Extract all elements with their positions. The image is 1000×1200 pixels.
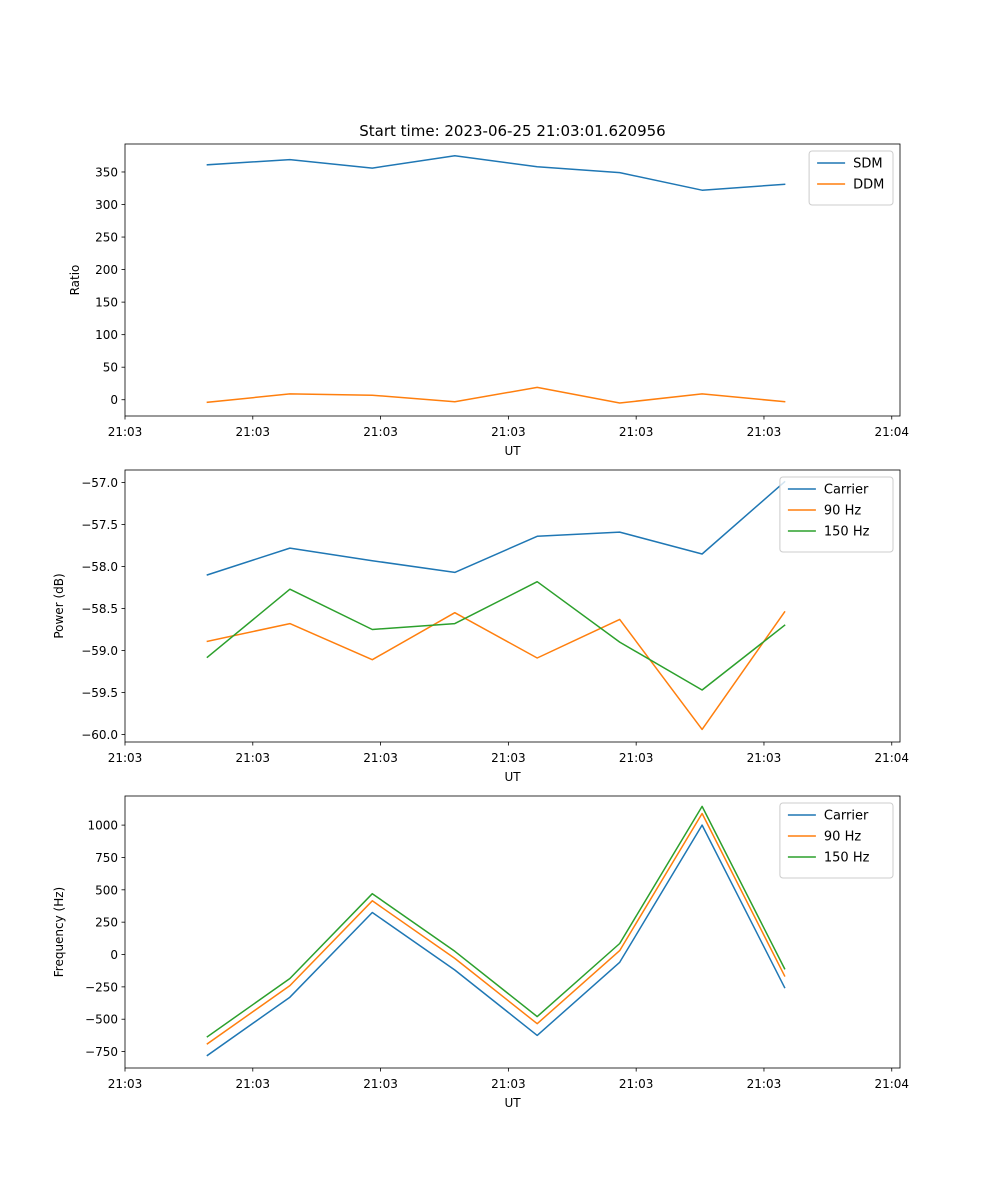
y-tick-label: −59.5 — [81, 686, 118, 700]
legend-box — [808, 150, 894, 206]
legend: Carrier 90 Hz 150 Hz — [779, 476, 894, 553]
x-tick-label: 21:03 — [235, 751, 270, 765]
y-tick-label: 0 — [110, 393, 118, 407]
series-line-90-hz — [206, 610, 786, 731]
series-line-sdm — [206, 154, 786, 191]
y-tick-label: 200 — [95, 263, 118, 277]
x-tick-label: 21:03 — [747, 1077, 782, 1091]
series-line-ddm — [206, 386, 786, 404]
series-line-150-hz — [206, 580, 786, 691]
x-tick-label: 21:03 — [747, 425, 782, 439]
legend-label: 90 Hz — [824, 830, 861, 845]
x-tick-label: 21:03 — [108, 425, 143, 439]
x-tick-label: 21:03 — [108, 751, 143, 765]
legend-label: 150 Hz — [824, 851, 870, 866]
x-axis-label: UT — [504, 1096, 521, 1110]
x-tick-label: 21:03 — [491, 425, 526, 439]
x-tick-label: 21:04 — [874, 751, 909, 765]
legend-box — [779, 802, 894, 879]
y-tick-label: 0 — [110, 948, 118, 962]
y-tick-label: 500 — [95, 883, 118, 897]
axes-frame — [124, 469, 901, 743]
x-tick-label: 21:03 — [108, 1077, 143, 1091]
x-tick-label: 21:04 — [874, 425, 909, 439]
chart-panel-1: 21:03 21:03 21:03 21:03 21:03 21:03 21:04 0 50 10… — [68, 143, 909, 458]
y-tick-label: −60.0 — [81, 728, 118, 742]
x-axis-label: UT — [504, 444, 521, 458]
y-tick-label: −250 — [85, 980, 118, 994]
x-tick-label: 21:03 — [235, 425, 270, 439]
y-tick-label: −58.0 — [81, 560, 118, 574]
y-axis-label: Power (dB) — [52, 573, 66, 638]
x-tick-label: 21:03 — [235, 1077, 270, 1091]
legend-label: Carrier — [824, 483, 869, 498]
x-tick-label: 21:03 — [363, 1077, 398, 1091]
y-tick-label: 150 — [95, 296, 118, 310]
y-tick-label: −58.5 — [81, 602, 118, 616]
axes-frame — [124, 143, 901, 417]
x-tick-label: 21:03 — [619, 1077, 654, 1091]
x-tick-label: 21:03 — [619, 751, 654, 765]
y-tick-label: 250 — [95, 231, 118, 245]
y-axis-label: Ratio — [68, 265, 82, 296]
legend-label: DDM — [853, 178, 884, 193]
y-tick-label: 750 — [95, 851, 118, 865]
x-tick-label: 21:03 — [491, 1077, 526, 1091]
figure-title: Start time: 2023-06-25 21:03:01.620956 — [359, 122, 665, 140]
legend-label: 90 Hz — [824, 504, 861, 519]
y-tick-label: −500 — [85, 1013, 118, 1027]
y-axis-label: Frequency (Hz) — [52, 887, 66, 978]
legend-label: 150 Hz — [824, 525, 870, 540]
chart-panel-3: 21:03 21:03 21:03 21:03 21:03 21:03 21:04 −750 −… — [52, 795, 909, 1110]
series-line-carrier — [206, 480, 786, 576]
x-tick-label: 21:03 — [491, 751, 526, 765]
legend: SDM DDM — [808, 150, 894, 206]
x-axis-label: UT — [504, 770, 521, 784]
x-tick-label: 21:03 — [363, 751, 398, 765]
series-line-90-hz — [206, 812, 786, 1045]
x-tick-label: 21:03 — [363, 425, 398, 439]
y-tick-label: 250 — [95, 916, 118, 930]
y-tick-label: 350 — [95, 165, 118, 179]
y-tick-label: 300 — [95, 198, 118, 212]
series-line-150-hz — [206, 805, 786, 1038]
y-tick-label: −750 — [85, 1045, 118, 1059]
y-tick-label: 100 — [95, 328, 118, 342]
legend: Carrier 90 Hz 150 Hz — [779, 802, 894, 879]
y-tick-label: −57.0 — [81, 476, 118, 490]
legend-box — [779, 476, 894, 553]
legend-label: SDM — [853, 157, 882, 172]
y-tick-label: −59.0 — [81, 644, 118, 658]
legend-label: Carrier — [824, 809, 869, 824]
x-tick-label: 21:03 — [747, 751, 782, 765]
x-tick-label: 21:03 — [619, 425, 654, 439]
y-tick-label: −57.5 — [81, 518, 118, 532]
y-tick-label: 1000 — [87, 819, 118, 833]
series-line-carrier — [206, 824, 786, 1057]
x-tick-label: 21:04 — [874, 1077, 909, 1091]
chart-panel-2: 21:03 21:03 21:03 21:03 21:03 21:03 21:04 −60.0… — [52, 469, 909, 784]
y-tick-label: 50 — [103, 361, 118, 375]
axes-frame — [124, 795, 901, 1069]
